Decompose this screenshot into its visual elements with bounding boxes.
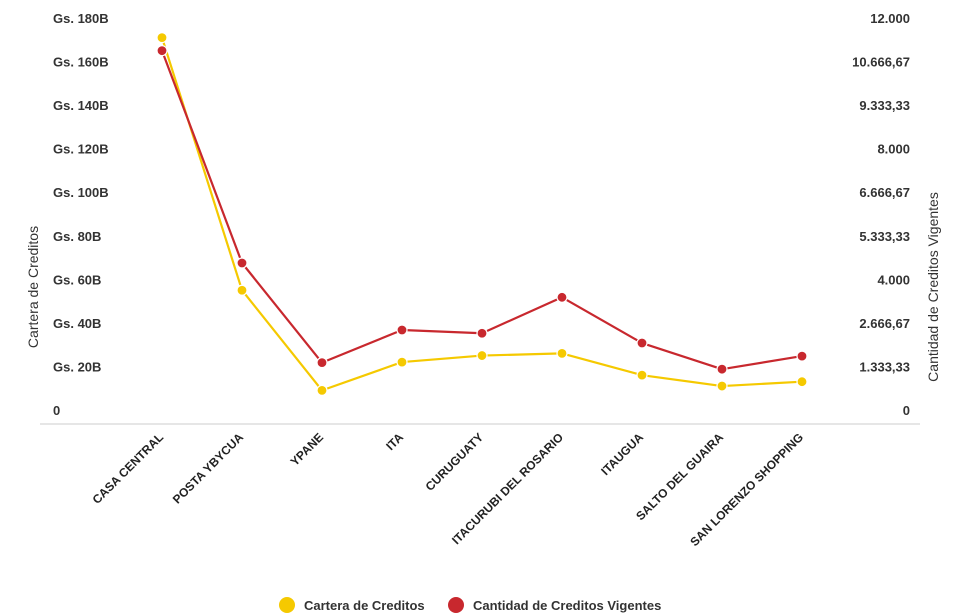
category-label: POSTA YBYCUA	[170, 430, 246, 506]
left-tick-label: Gs. 100B	[53, 185, 109, 200]
data-point	[556, 291, 568, 303]
data-point	[716, 380, 728, 392]
left-tick-label: Gs. 180B	[53, 11, 109, 26]
right-tick-label: 6.666,67	[859, 185, 910, 200]
right-tick-label: 10.666,67	[852, 55, 910, 70]
left-axis-title: Cartera de Creditos	[25, 226, 41, 348]
right-tick-label: 4.000	[877, 272, 910, 287]
category-label: CASA CENTRAL	[90, 430, 167, 507]
left-tick-label: Gs. 80B	[53, 229, 101, 244]
data-point	[236, 257, 248, 269]
series-points	[156, 31, 808, 396]
data-point	[316, 357, 328, 369]
data-point	[156, 31, 168, 44]
series-line	[160, 50, 803, 371]
data-point	[316, 384, 328, 396]
data-point	[156, 45, 168, 57]
data-point	[396, 356, 408, 368]
legend-marker-cartera	[279, 597, 295, 613]
left-tick-label: Gs. 40B	[53, 316, 101, 331]
data-point	[796, 350, 808, 362]
legend-marker-cantidad	[448, 597, 464, 613]
left-tick-label: 0	[53, 403, 60, 418]
legend-label-cantidad: Cantidad de Creditos Vigentes	[473, 598, 661, 613]
left-tick-label: Gs. 20B	[53, 359, 101, 374]
data-point	[636, 369, 648, 381]
left-tick-label: Gs. 120B	[53, 142, 109, 157]
category-label: ITAUGUA	[598, 430, 646, 478]
left-tick-label: Gs. 60B	[53, 272, 101, 287]
data-point	[476, 327, 488, 339]
data-point	[716, 363, 728, 375]
left-axis-ticks: 0 Gs. 20B Gs. 40B Gs. 60B Gs. 80B Gs. 100B Gs.…	[53, 11, 109, 418]
data-point	[236, 284, 248, 296]
data-point	[556, 347, 568, 359]
category-label: ITA	[383, 430, 406, 453]
data-point	[396, 324, 408, 336]
right-axis-title: Cantidad de Creditos Vigentes	[925, 192, 941, 382]
category-labels: CASA CENTRAL POSTA YBYCUA YPANE ITA CURUGUAT…	[90, 430, 807, 549]
data-point	[636, 337, 648, 349]
right-tick-label: 8.000	[877, 142, 910, 157]
left-tick-label: Gs. 140B	[53, 98, 109, 113]
left-tick-label: Gs. 160B	[53, 55, 109, 70]
legend: Cartera de Creditos Cantidad de Creditos…	[279, 597, 661, 613]
legend-label-cartera: Cartera de Creditos	[304, 598, 425, 613]
right-tick-label: 1.333,33	[859, 359, 910, 374]
right-tick-label: 2.666,67	[859, 316, 910, 331]
right-tick-label: 9.333,33	[859, 98, 910, 113]
right-tick-label: 12.000	[870, 11, 910, 26]
data-point	[476, 349, 488, 362]
category-label: CURUGUATY	[423, 430, 486, 493]
right-tick-label: 5.333,33	[859, 229, 910, 244]
right-axis-ticks: 0 1.333,33 2.666,67 4.000 5.333,33 6.666,67 8.…	[852, 11, 910, 418]
right-tick-label: 0	[903, 403, 910, 418]
category-label: SALTO DEL GUAIRA	[633, 430, 726, 523]
data-point	[796, 376, 808, 388]
category-label: YPANE	[288, 430, 327, 469]
